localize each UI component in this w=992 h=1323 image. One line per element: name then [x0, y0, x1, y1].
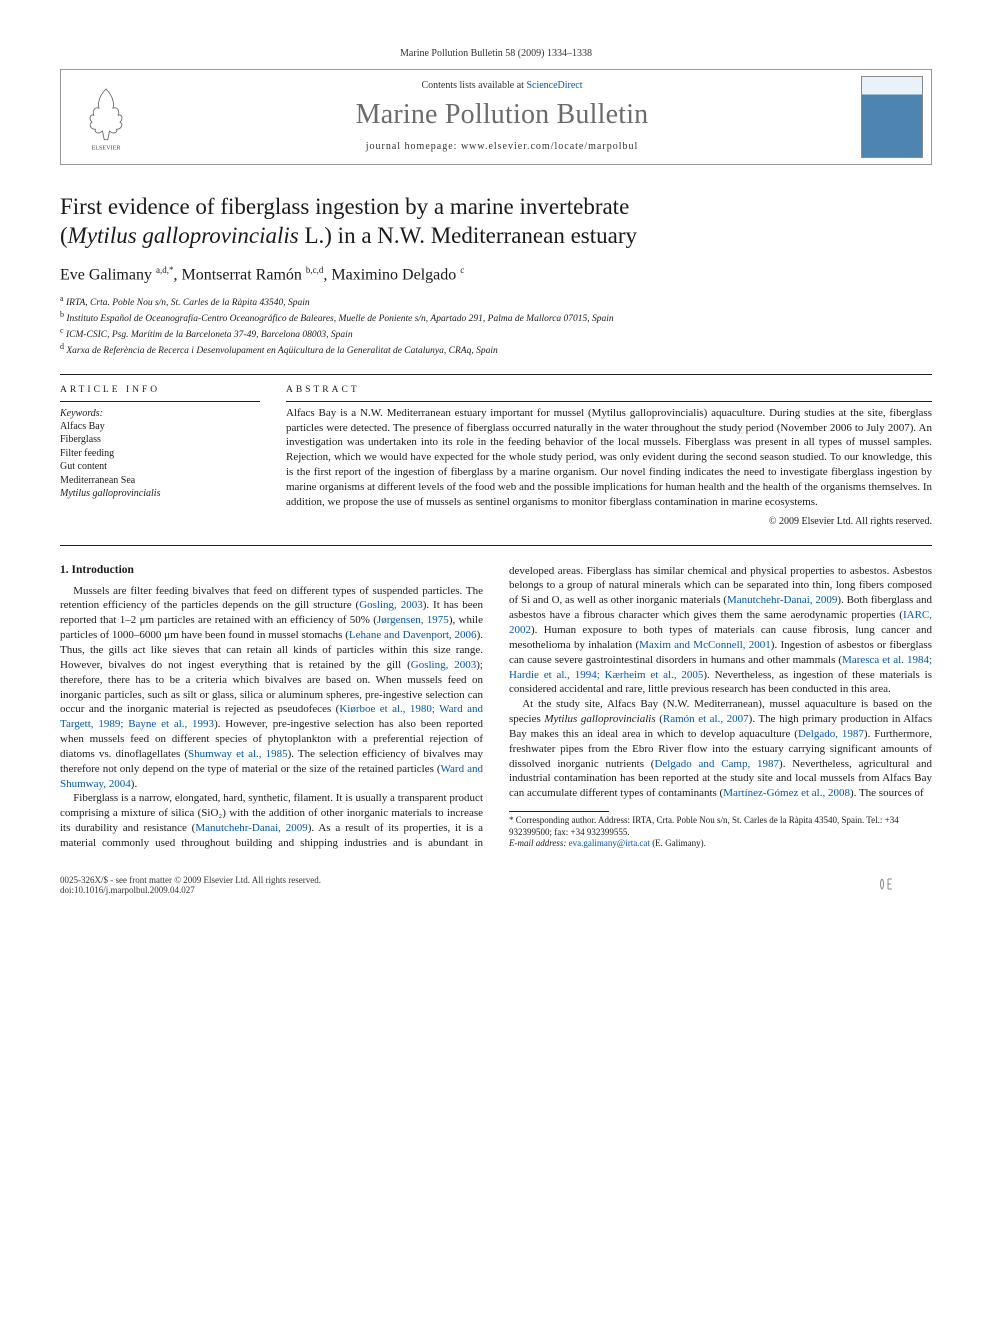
citation-link[interactable]: Lehane and Davenport, 2006: [349, 629, 477, 641]
title-line-2-pre: (: [60, 223, 68, 248]
abstract-text: Alfacs Bay is a N.W. Mediterranean estua…: [286, 406, 932, 510]
elsevier-tree-icon: ELSEVIER: [76, 82, 136, 152]
section-number: 1.: [60, 564, 69, 576]
divider: [286, 401, 932, 402]
text-run: (: [656, 713, 663, 725]
divider: [60, 401, 260, 402]
email-label: E-mail address:: [509, 838, 566, 848]
keywords-label: Keywords:: [60, 408, 260, 419]
citation-link[interactable]: Manutchehr-Danai, 2009: [727, 594, 837, 606]
citation-link[interactable]: Jørgensen, 1975: [377, 614, 449, 626]
article-info-column: ARTICLE INFO Keywords: Alfacs BayFibergl…: [60, 385, 260, 527]
keywords-list: Alfacs BayFiberglassFilter feedingGut co…: [60, 420, 260, 501]
title-species: Mytilus galloprovincialis: [68, 223, 299, 248]
homepage-prefix: journal homepage:: [366, 141, 461, 152]
publisher-logo: ELSEVIER: [61, 70, 151, 164]
authors: Eve Galimany a,d,*, Montserrat Ramón b,c…: [60, 265, 932, 284]
email-line: E-mail address: eva.galimany@irta.cat (E…: [509, 838, 932, 850]
citation-link[interactable]: Gosling, 2003: [359, 599, 423, 611]
corresponding-author: * Corresponding author. Address: IRTA, C…: [509, 815, 932, 838]
abstract-header: ABSTRACT: [286, 385, 932, 395]
body-columns: 1. Introduction Mussels are filter feedi…: [60, 564, 932, 851]
citation-link[interactable]: Gosling, 2003: [411, 659, 477, 671]
masthead: ELSEVIER Contents lists available at Sci…: [60, 69, 932, 165]
species-name: Mytilus galloprovincialis: [544, 713, 655, 725]
issn-line: 0025-326X/$ - see front matter © 2009 El…: [60, 875, 321, 885]
email-suffix: (E. Galimany).: [652, 838, 706, 848]
divider: [60, 545, 932, 546]
title-line-1: First evidence of fiberglass ingestion b…: [60, 194, 629, 219]
cover-image-icon: [861, 76, 923, 158]
title-line-2-post: L.) in a N.W. Mediterranean estuary: [299, 223, 637, 248]
sciencedirect-link[interactable]: ScienceDirect: [526, 80, 582, 91]
section-title: Introduction: [72, 564, 134, 576]
info-header: ARTICLE INFO: [60, 385, 260, 395]
affiliations: a IRTA, Crta. Poble Nou s/n, St. Carles …: [60, 294, 932, 358]
divider: [60, 374, 932, 375]
abstract-column: ABSTRACT Alfacs Bay is a N.W. Mediterran…: [286, 385, 932, 527]
availability-prefix: Contents lists available at: [421, 80, 526, 91]
text-run: ).: [131, 778, 137, 790]
text-run: ). The sources of: [850, 787, 924, 799]
doi-line: doi:10.1016/j.marpolbul.2009.04.027: [60, 885, 321, 895]
copyright-line: © 2009 Elsevier Ltd. All rights reserved…: [286, 516, 932, 527]
section-heading: 1. Introduction: [60, 564, 483, 576]
citation-link[interactable]: Martínez-Gómez et al., 2008: [723, 787, 850, 799]
footnote-block: * Corresponding author. Address: IRTA, C…: [509, 811, 932, 850]
citation-link[interactable]: Maxim and McConnell, 2001: [639, 639, 771, 651]
body-paragraph: Mussels are filter feeding bivalves that…: [60, 584, 483, 792]
journal-name: Marine Pollution Bulletin: [155, 99, 849, 131]
citation-link[interactable]: Delgado and Camp, 1987: [654, 758, 779, 770]
publisher-name: ELSEVIER: [92, 145, 122, 151]
footnote-divider: [509, 811, 609, 812]
homepage-url: www.elsevier.com/locate/marpolbul: [461, 141, 638, 152]
citation-link[interactable]: Delgado, 1987: [798, 728, 864, 740]
body-paragraph: At the study site, Alfacs Bay (N.W. Medi…: [509, 697, 932, 801]
citation-link[interactable]: Ramón et al., 2007: [663, 713, 749, 725]
page-footer: 0025-326X/$ - see front matter © 2009 El…: [60, 875, 932, 895]
journal-homepage: journal homepage: www.elsevier.com/locat…: [155, 141, 849, 152]
email-link[interactable]: eva.galimany@irta.cat: [569, 838, 650, 848]
article-title: First evidence of fiberglass ingestion b…: [60, 193, 932, 251]
publisher-mark-icon: [878, 875, 932, 895]
citation-header: Marine Pollution Bulletin 58 (2009) 1334…: [60, 48, 932, 59]
citation-link[interactable]: Shumway et al., 1985: [188, 748, 288, 760]
availability-line: Contents lists available at ScienceDirec…: [155, 80, 849, 91]
journal-cover-thumb: [853, 70, 931, 164]
citation-link[interactable]: Manutchehr-Danai, 2009: [195, 822, 307, 834]
